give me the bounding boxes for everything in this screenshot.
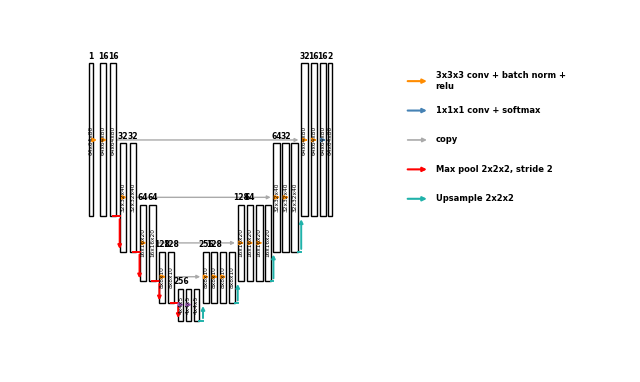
Text: 64x64x80: 64x64x80 bbox=[302, 125, 307, 155]
Text: 64: 64 bbox=[271, 131, 282, 141]
Bar bbox=[194, 288, 199, 321]
Bar bbox=[229, 252, 235, 303]
Text: 16x16x20: 16x16x20 bbox=[266, 228, 271, 257]
Bar bbox=[273, 143, 280, 252]
Text: 16x16x20: 16x16x20 bbox=[140, 228, 145, 257]
Text: 64x64x80: 64x64x80 bbox=[312, 125, 316, 155]
Text: 32x32x40: 32x32x40 bbox=[274, 183, 279, 212]
Bar bbox=[203, 252, 209, 303]
Text: 1x1x1 conv + softmax: 1x1x1 conv + softmax bbox=[436, 106, 540, 115]
Bar bbox=[310, 63, 317, 217]
Text: 8x8x10: 8x8x10 bbox=[169, 267, 174, 288]
Bar bbox=[291, 143, 298, 252]
Text: 64x64x80: 64x64x80 bbox=[100, 125, 106, 155]
Text: 1: 1 bbox=[88, 52, 93, 61]
Text: 64x64x80: 64x64x80 bbox=[88, 125, 93, 155]
Text: 32: 32 bbox=[280, 131, 291, 141]
Text: 64x64x80: 64x64x80 bbox=[328, 125, 333, 155]
Text: 128: 128 bbox=[207, 240, 222, 249]
Text: 128: 128 bbox=[233, 193, 249, 202]
Text: copy: copy bbox=[436, 136, 458, 144]
Text: 16x16x20: 16x16x20 bbox=[257, 228, 262, 257]
Text: 128: 128 bbox=[163, 240, 179, 249]
Bar bbox=[120, 143, 126, 252]
Text: 32x32x40: 32x32x40 bbox=[120, 183, 125, 212]
Text: 16x16x20: 16x16x20 bbox=[239, 228, 243, 257]
Text: 32: 32 bbox=[127, 131, 138, 141]
Text: 32x32x40: 32x32x40 bbox=[283, 183, 288, 212]
Text: 64: 64 bbox=[138, 193, 148, 202]
Bar bbox=[140, 205, 146, 281]
Text: 32: 32 bbox=[118, 131, 128, 141]
Text: 16: 16 bbox=[308, 52, 319, 61]
Bar bbox=[319, 63, 326, 217]
Text: 256: 256 bbox=[198, 240, 214, 249]
Text: 3x3x3 conv + batch norm +
relu: 3x3x3 conv + batch norm + relu bbox=[436, 71, 566, 91]
Bar bbox=[159, 252, 165, 303]
Text: 8x8x10: 8x8x10 bbox=[212, 267, 217, 288]
Text: 16: 16 bbox=[317, 52, 328, 61]
Bar bbox=[256, 205, 262, 281]
Bar bbox=[328, 63, 332, 217]
Bar bbox=[301, 63, 308, 217]
Text: 8x8x10: 8x8x10 bbox=[229, 267, 234, 288]
Text: 4x4x5: 4x4x5 bbox=[194, 296, 199, 314]
Bar bbox=[178, 288, 183, 321]
Text: 8x8x10: 8x8x10 bbox=[160, 267, 165, 288]
Text: Upsample 2x2x2: Upsample 2x2x2 bbox=[436, 194, 513, 203]
Text: Max pool 2x2x2, stride 2: Max pool 2x2x2, stride 2 bbox=[436, 165, 552, 174]
Text: 8x8x10: 8x8x10 bbox=[221, 267, 226, 288]
Text: 64x64x80: 64x64x80 bbox=[320, 125, 325, 155]
Bar bbox=[110, 63, 116, 217]
Bar bbox=[211, 252, 218, 303]
Text: 64: 64 bbox=[147, 193, 158, 202]
Text: 64: 64 bbox=[244, 193, 255, 202]
Bar bbox=[237, 205, 244, 281]
Text: 64x64x80: 64x64x80 bbox=[111, 125, 115, 155]
Bar bbox=[186, 288, 191, 321]
Text: 8x8x10: 8x8x10 bbox=[204, 267, 209, 288]
Bar bbox=[246, 205, 253, 281]
Text: 128: 128 bbox=[154, 240, 170, 249]
Bar bbox=[265, 205, 271, 281]
Text: 16: 16 bbox=[98, 52, 108, 61]
Bar bbox=[129, 143, 136, 252]
Bar bbox=[89, 63, 93, 217]
Text: 16x16x20: 16x16x20 bbox=[150, 228, 155, 257]
Text: 256: 256 bbox=[173, 277, 189, 286]
Text: 16x16x20: 16x16x20 bbox=[248, 228, 252, 257]
Bar bbox=[168, 252, 174, 303]
Text: 32: 32 bbox=[299, 52, 310, 61]
Text: 16: 16 bbox=[108, 52, 118, 61]
Bar bbox=[100, 63, 106, 217]
Bar bbox=[282, 143, 289, 252]
Text: 4x4x5: 4x4x5 bbox=[178, 296, 183, 314]
Text: 32x32x40: 32x32x40 bbox=[131, 183, 135, 212]
Text: 4x4x5: 4x4x5 bbox=[186, 296, 191, 314]
Bar bbox=[220, 252, 227, 303]
Text: 32x32x40: 32x32x40 bbox=[292, 183, 297, 212]
Bar bbox=[150, 205, 156, 281]
Text: 2: 2 bbox=[328, 52, 333, 61]
